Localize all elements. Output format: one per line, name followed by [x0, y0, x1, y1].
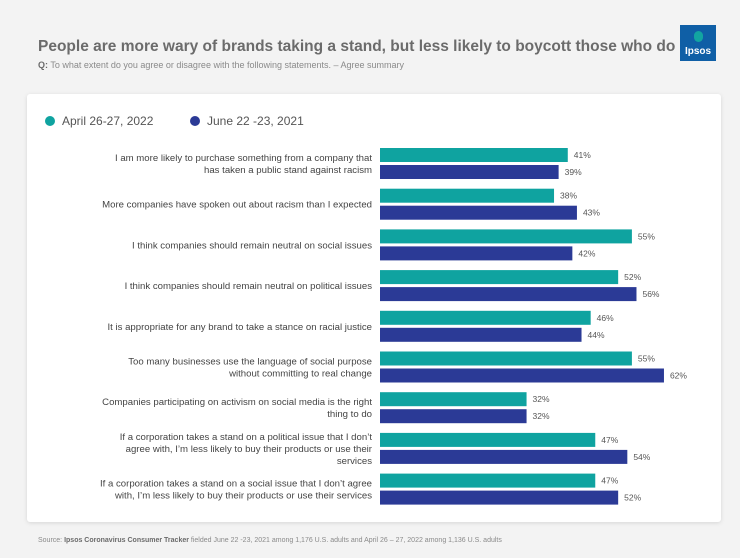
- data-label-2022: 38%: [560, 191, 577, 201]
- data-label-2022: 52%: [624, 272, 641, 282]
- category-label: Too many businesses use the language of …: [128, 357, 372, 380]
- source-rest: fielded June 22 -23, 2021 among 1,176 U.…: [188, 537, 502, 544]
- category-label-line: I am more likely to purchase something f…: [115, 153, 372, 164]
- data-label-2021: 43%: [583, 208, 600, 218]
- data-label-2022: 55%: [638, 231, 655, 241]
- data-label-2021: 56%: [642, 289, 659, 299]
- legend-label-2022: April 26-27, 2022: [62, 114, 154, 128]
- bar-2021: [380, 287, 637, 302]
- category-label-line: Too many businesses use the language of …: [128, 357, 372, 368]
- category-label: Companies participating on activism on s…: [102, 397, 372, 420]
- bar-2021: [380, 205, 577, 220]
- category-label-line: I think companies should remain neutral …: [125, 281, 373, 292]
- question-body: To what extent do you agree or disagree …: [50, 60, 405, 70]
- chart-title: People are more wary of brands taking a …: [38, 38, 676, 55]
- bar-2022: [380, 432, 596, 447]
- bar-2021: [380, 409, 527, 424]
- category-label-line: If a corporation takes a stand on a poli…: [120, 432, 373, 443]
- data-label-2021: 54%: [633, 452, 650, 462]
- data-label-2021: 39%: [565, 167, 582, 177]
- category-label-line: Companies participating on activism on s…: [102, 397, 372, 408]
- data-label-2021: 62%: [670, 371, 687, 381]
- category-label: If a corporation takes a stand on a poli…: [120, 432, 373, 467]
- legend-item-2021: June 22 -23, 2021: [190, 114, 304, 128]
- data-label-2021: 44%: [588, 330, 605, 340]
- data-label-2022: 47%: [601, 476, 618, 486]
- question-prefix: Q:: [38, 60, 48, 70]
- logo-dot-icon: [694, 31, 703, 42]
- category-label-line: thing to do: [327, 409, 372, 420]
- category-label-line: with, I’m less likely to buy their produ…: [114, 491, 372, 502]
- category-label-line: If a corporation takes a stand on a soci…: [100, 479, 372, 490]
- source-bold: Ipsos Coronavirus Consumer Tracker: [64, 537, 189, 544]
- data-label-2022: 47%: [601, 435, 618, 445]
- category-label-line: has taken a public stand against racism: [204, 165, 372, 176]
- bar-2021: [380, 165, 559, 179]
- source-prefix: Source:: [38, 537, 65, 544]
- question-text: Q: To what extent do you agree or disagr…: [38, 60, 404, 70]
- data-label-2021: 32%: [533, 411, 550, 421]
- category-label: I think companies should remain neutral …: [125, 281, 373, 292]
- data-label-2022: 55%: [638, 354, 655, 364]
- source-note: Source: Ipsos Coronavirus Consumer Track…: [38, 537, 502, 544]
- ipsos-logo: Ipsos: [680, 25, 716, 61]
- legend-label-2021: June 22 -23, 2021: [207, 114, 304, 128]
- bar-2022: [380, 148, 568, 162]
- logo-text: Ipsos: [684, 46, 712, 57]
- category-label-line: It is appropriate for any brand to take …: [107, 322, 372, 333]
- category-label: More companies have spoken out about rac…: [102, 200, 372, 211]
- bar-2021: [380, 246, 573, 261]
- category-label-line: without committing to real change: [228, 369, 372, 380]
- bar-2022: [380, 310, 591, 325]
- data-label-2022: 41%: [574, 150, 591, 160]
- bar-2021: [380, 327, 582, 342]
- bar-2022: [380, 270, 619, 285]
- category-label: I think companies should remain neutral …: [132, 240, 372, 251]
- data-label-2021: 42%: [578, 248, 595, 258]
- bar-2022: [380, 188, 555, 203]
- category-label-line: More companies have spoken out about rac…: [102, 200, 372, 211]
- bar-2021: [380, 449, 628, 464]
- legend-dot-2022: [45, 116, 55, 126]
- bar-2021: [380, 368, 664, 383]
- legend-item-2022: April 26-27, 2022: [45, 114, 153, 128]
- bar-2021: [380, 490, 619, 505]
- data-label-2022: 32%: [533, 394, 550, 404]
- data-label-2022: 46%: [597, 313, 614, 323]
- category-label-line: agree with, I’m less likely to buy their…: [126, 444, 373, 455]
- category-label: I am more likely to purchase something f…: [115, 153, 372, 176]
- category-label: It is appropriate for any brand to take …: [107, 322, 372, 333]
- category-label: If a corporation takes a stand on a soci…: [100, 479, 372, 502]
- bar-2022: [380, 392, 527, 407]
- bar-2022: [380, 473, 596, 488]
- category-label-line: services: [337, 456, 372, 467]
- bar-2022: [380, 229, 632, 244]
- bar-2022: [380, 351, 632, 366]
- data-label-2021: 52%: [624, 493, 641, 503]
- legend-dot-2021: [190, 116, 200, 126]
- category-label-line: I think companies should remain neutral …: [132, 240, 372, 251]
